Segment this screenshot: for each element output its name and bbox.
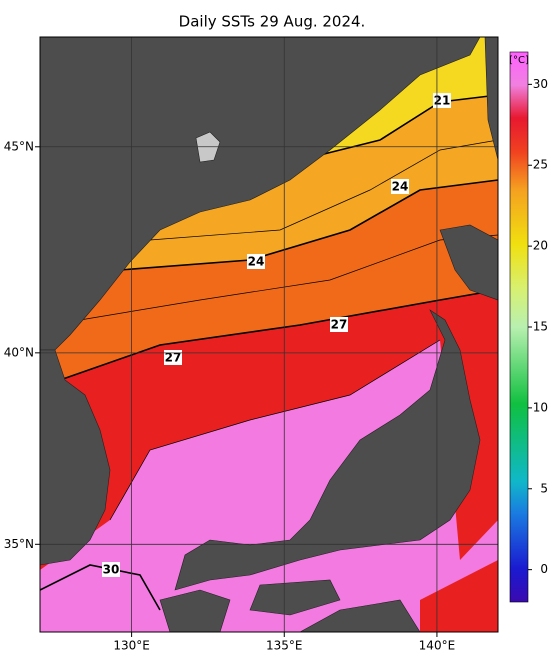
contour-label: 27 [165, 351, 182, 365]
contour-label: 30 [103, 563, 120, 577]
sea-band [420, 560, 498, 632]
land [40, 37, 498, 632]
sea-band [40, 340, 498, 632]
contour-label: 21 [434, 94, 451, 108]
colorbar-unit: [°C] [509, 55, 529, 66]
map-frame [39, 36, 499, 633]
colorbar-tick-label: 20 [533, 239, 548, 253]
y-tick-label: 45°N [4, 139, 34, 153]
colorbar-tick-label: 15 [533, 320, 548, 334]
map-title: Daily SSTs 29 Aug. 2024. [179, 13, 366, 31]
contour-labels: 21 24 24 27 27 30 [102, 93, 451, 577]
y-tick-label: 40°N [4, 345, 34, 359]
contour-label: 24 [392, 180, 409, 194]
colorbar-tick-label: 30 [533, 77, 548, 91]
colorbar [509, 51, 529, 603]
x-tick-label: 130°E [113, 639, 150, 653]
y-tick-label: 35°N [4, 537, 34, 551]
contour-label: 27 [331, 318, 348, 332]
colorbar-tick-label: 10 [533, 400, 548, 414]
contour-label: 24 [248, 255, 265, 269]
x-tick-label: 140°E [419, 639, 456, 653]
grid [40, 37, 498, 632]
map-area: 21 24 24 27 27 30 [40, 37, 498, 632]
x-tick-label: 135°E [266, 639, 303, 653]
colorbar-tick-label: 0 [540, 562, 548, 576]
colorbar-tick-label: 5 [540, 481, 548, 495]
axes: 130°E 135°E 140°E 35°N 40°N 45°N 0 5 10 15 20 25 30 [4, 77, 548, 653]
colorbar-tick-label: 25 [533, 158, 548, 172]
